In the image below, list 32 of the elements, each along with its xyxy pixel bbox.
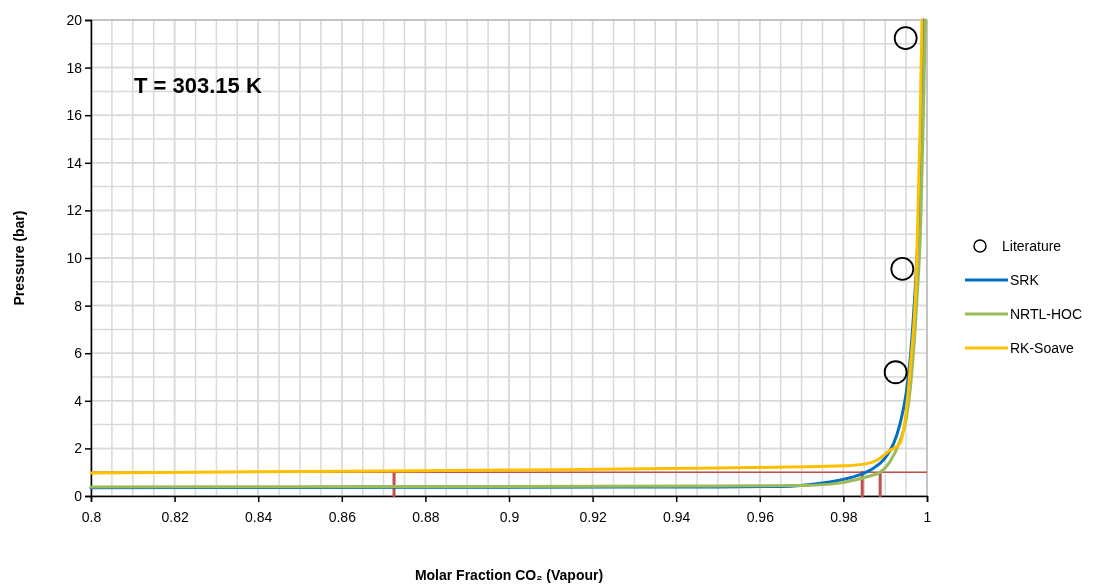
x-tick-label: 0.96 bbox=[746, 508, 775, 525]
y-tick-label: 4 bbox=[74, 392, 83, 409]
legend-label: SRK bbox=[1010, 272, 1040, 288]
x-tick-label: 0.98 bbox=[830, 508, 858, 525]
y-axis-title: Pressure (bar) bbox=[11, 210, 27, 306]
x-tick-label: 0.86 bbox=[328, 508, 357, 525]
y-tick-label: 2 bbox=[74, 440, 83, 457]
x-tick-label: 0.94 bbox=[663, 508, 691, 525]
x-tick-label: 0.88 bbox=[412, 508, 440, 525]
y-tick-label: 18 bbox=[66, 59, 83, 76]
x-tick-label: 0.84 bbox=[245, 508, 273, 525]
x-axis-title: Molar Fraction CO₂ (Vapour) bbox=[414, 567, 604, 583]
x-tick-label: 0.82 bbox=[161, 508, 189, 525]
point bbox=[890, 257, 915, 281]
x-tick-label: 0.92 bbox=[579, 508, 607, 525]
x-tick-label: 0.9 bbox=[499, 508, 520, 525]
legend-label: NRTL-HOC bbox=[1010, 306, 1083, 322]
y-tick-label: 10 bbox=[66, 249, 83, 266]
y-tick-label: 8 bbox=[74, 297, 83, 314]
x-tick-label: 0.8 bbox=[81, 508, 102, 525]
annotation: T = 303.15 K bbox=[134, 73, 262, 98]
y-tick-label: 6 bbox=[74, 345, 83, 362]
point bbox=[893, 26, 918, 50]
y-tick-label: 14 bbox=[66, 154, 83, 171]
y-tick-label: 12 bbox=[66, 202, 83, 219]
legend-label: Literature bbox=[1002, 238, 1062, 254]
point bbox=[883, 360, 908, 385]
x-tick-label: 1 bbox=[923, 508, 932, 525]
y-tick-label: 20 bbox=[66, 11, 83, 28]
y-tick-label: 0 bbox=[74, 487, 83, 504]
y-tick-label: 16 bbox=[66, 107, 83, 124]
legend-label: RK-Soave bbox=[1010, 340, 1075, 356]
